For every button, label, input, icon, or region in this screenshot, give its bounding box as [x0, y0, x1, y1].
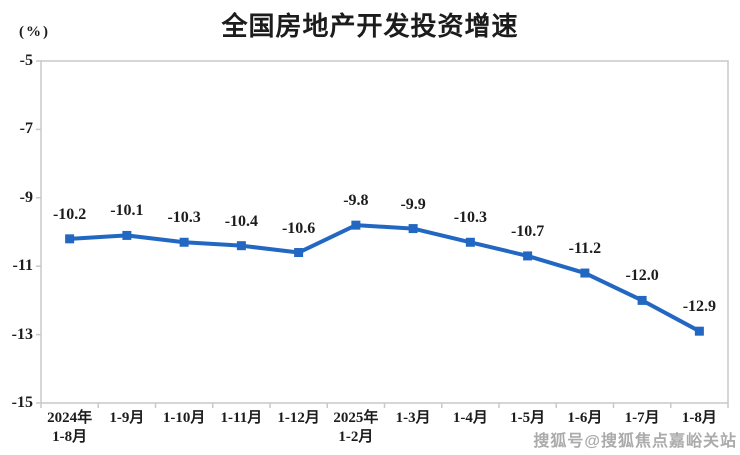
- y-axis-tick-label: -15: [11, 394, 33, 411]
- y-axis-tick-label: -7: [19, 120, 33, 138]
- data-point-value-label: -10.1: [110, 202, 144, 220]
- data-point-marker: [637, 295, 647, 305]
- data-point-marker: [351, 220, 361, 230]
- data-point-value-label: -10.7: [510, 222, 545, 240]
- x-axis-category-label: 1-3月: [395, 410, 431, 426]
- watermark-text: 搜狐号@搜狐焦点嘉峪关站: [533, 433, 737, 450]
- data-point-marker: [580, 268, 590, 278]
- y-axis-tick-label: -11: [12, 257, 33, 275]
- data-point-marker: [294, 248, 304, 258]
- y-axis-tick-label: -9: [19, 188, 33, 206]
- x-axis-category-label: 1-12月: [277, 410, 320, 426]
- data-point-value-label: -11.2: [568, 240, 602, 258]
- data-point-marker: [408, 224, 418, 234]
- data-point-marker: [236, 241, 246, 251]
- x-axis-category-label: 1-5月: [510, 410, 546, 426]
- x-axis-category-label: 1-7月: [624, 410, 660, 426]
- data-point-marker: [523, 251, 533, 261]
- data-point-value-label: -12.9: [682, 298, 717, 316]
- data-point-marker: [65, 234, 75, 244]
- x-axis-category-label: 1-6月: [567, 410, 603, 426]
- data-point-value-label: -9.8: [343, 192, 369, 210]
- data-point-value-label: -10.3: [453, 209, 488, 227]
- x-axis-category-label: 1-10月: [162, 410, 206, 426]
- x-axis-category-label: 2025年 1-2月: [333, 410, 379, 445]
- x-axis-category-label: 1-9月: [109, 410, 145, 426]
- data-point-value-label: -10.3: [167, 209, 201, 227]
- data-point-value-label: -9.9: [400, 195, 426, 213]
- plot-border: [40, 60, 729, 404]
- x-axis-category-label: 1-11月: [220, 410, 263, 426]
- trend-line: [69, 223, 701, 333]
- x-axis-category-label: 1-8月: [681, 410, 717, 426]
- chart-title: 全国房地产开发投资增速: [221, 11, 519, 41]
- x-axis-category-label: 1-4月: [452, 410, 488, 426]
- data-point-marker: [694, 326, 704, 336]
- data-point-marker: [122, 230, 132, 240]
- data-point-marker: [179, 237, 189, 247]
- y-axis-unit-label: (%): [19, 24, 50, 40]
- data-point-value-label: -10.4: [224, 212, 259, 230]
- data-point-marker: [465, 237, 475, 247]
- y-axis-tick-label: -13: [11, 325, 33, 343]
- x-axis-category-label: 2024年 1-8月: [47, 410, 93, 445]
- y-axis-tick-label: -5: [19, 52, 33, 69]
- data-point-value-label: -10.2: [52, 205, 87, 223]
- data-point-value-label: -12.0: [625, 267, 659, 285]
- data-point-value-label: -10.6: [281, 219, 316, 237]
